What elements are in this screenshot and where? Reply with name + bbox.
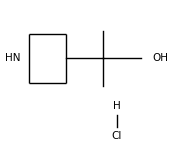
Text: HN: HN [5,53,20,63]
Text: OH: OH [153,53,169,63]
Text: H: H [113,101,121,111]
Text: Cl: Cl [112,131,122,141]
